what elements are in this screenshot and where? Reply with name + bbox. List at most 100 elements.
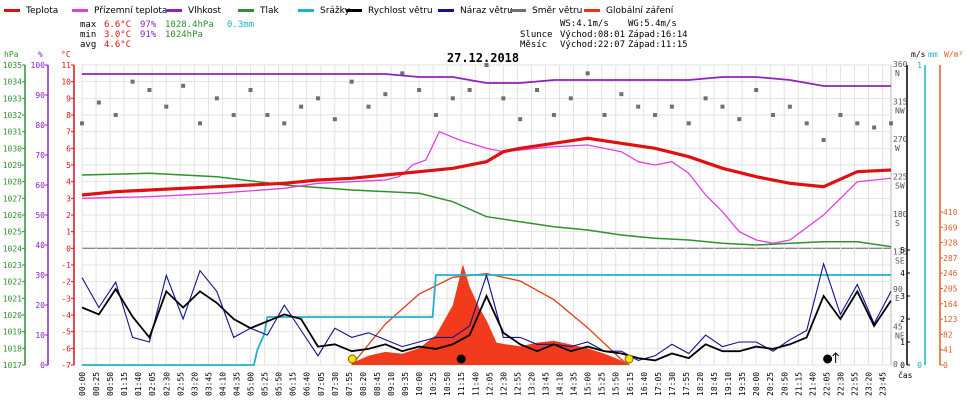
legend-label: Globální záření xyxy=(606,6,674,16)
x-tick-label: 04:35 xyxy=(232,372,241,396)
tick-label-wm2: 328 xyxy=(943,239,958,248)
unit-mm: mm xyxy=(928,50,938,59)
wind-direction-point xyxy=(686,121,691,126)
x-tick-label: 12:30 xyxy=(499,372,508,396)
tick-label-wm2: 82 xyxy=(943,330,953,339)
tick-label-degc: 4 xyxy=(66,178,71,187)
wind-direction-point xyxy=(872,125,877,130)
tick-label-hpa: 1031 xyxy=(3,128,22,137)
tick-label-dir-name: W xyxy=(895,144,900,153)
tick-label-hpa: 1018 xyxy=(3,344,22,353)
tick-label-degc: -1 xyxy=(61,261,71,270)
tick-label-degc: 7 xyxy=(66,128,71,137)
tick-label-hpa: 1017 xyxy=(3,361,22,370)
legend-label: Přízemní teplota xyxy=(94,6,167,16)
x-tick-label: 00:00 xyxy=(78,372,87,396)
x-tick-label: 11:40 xyxy=(471,372,480,396)
tick-label-pct: 90 xyxy=(35,91,45,100)
sun-marker-icon xyxy=(624,354,634,364)
x-tick-label: 12:55 xyxy=(513,372,522,396)
wind-direction-point xyxy=(214,96,219,101)
wind-direction-point xyxy=(113,113,118,117)
moon-set: Západ:11:15 xyxy=(628,40,688,50)
tick-label-pct: 80 xyxy=(35,121,45,130)
tick-label-dir: 0 xyxy=(893,360,898,369)
x-tick-label: 03:45 xyxy=(204,372,213,396)
wind-direction-point xyxy=(821,138,826,142)
x-tick-label: 20:50 xyxy=(780,372,789,396)
tick-label-dir: 315 xyxy=(893,98,908,107)
legend-label: Tlak xyxy=(259,6,280,16)
precipitation-line xyxy=(82,274,891,366)
tick-label-dir: 45 xyxy=(893,323,903,332)
unit-wm2: W/m² xyxy=(944,50,963,59)
wind-direction-point xyxy=(248,88,253,92)
tick-label-dir: 135 xyxy=(893,248,908,257)
tick-label-degc: -3 xyxy=(61,294,71,303)
wind-direction-point xyxy=(585,71,590,76)
x-tick-label: 15:25 xyxy=(598,372,607,396)
x-tick-label: 18:45 xyxy=(710,372,719,396)
x-tick-label: 21:15 xyxy=(794,372,803,396)
stat-min-press: 1024hPa xyxy=(165,30,203,40)
tick-label-ms: 0 xyxy=(900,361,905,370)
stat-min-temp: 3.0°C xyxy=(104,30,131,40)
x-tick-label: 22:30 xyxy=(836,372,845,396)
stats-block: max 6.6°C 97% 1028.4hPa 0.3mm min 3.0°C … xyxy=(80,19,688,50)
axes: 1035103410331032103110301029102810271026… xyxy=(3,60,958,370)
axis-units: hPa % °C m/s mm W/m² čas xyxy=(4,50,963,380)
unit-pct: % xyxy=(38,50,43,59)
tick-label-wm2: 164 xyxy=(943,300,958,309)
legend: Teplota Přízemní teplota Vlhkost Tlak Srážky… xyxy=(4,6,674,16)
x-tick-label: 10:25 xyxy=(429,372,438,396)
moonrise-arrow-icon xyxy=(832,352,839,363)
wind-direction-point xyxy=(417,88,422,92)
wind-direction-point xyxy=(147,88,152,92)
wind-gust-info: WG:5.4m/s xyxy=(628,19,677,29)
wind-direction-point xyxy=(332,117,337,122)
tick-label-pct: 60 xyxy=(35,181,45,190)
wind-direction-point xyxy=(96,100,101,105)
wind-direction-point xyxy=(754,88,759,92)
tick-label-pct: 70 xyxy=(35,151,45,160)
wind-direction-point xyxy=(568,96,573,101)
sun-rise: Východ:08:01 xyxy=(560,30,625,40)
temperature-line xyxy=(81,136,892,197)
legend-label: Teplota xyxy=(25,6,58,16)
wind-direction-point xyxy=(602,113,607,117)
legend-swatch xyxy=(298,9,314,12)
tick-label-hpa: 1026 xyxy=(3,211,22,220)
tick-label-wm2: 41 xyxy=(943,346,953,355)
tick-label-mm: 1 xyxy=(917,61,922,70)
wind-direction-point xyxy=(433,113,438,117)
tick-label-degc: -5 xyxy=(61,328,71,337)
humidity-line xyxy=(82,73,891,87)
wind-direction-point xyxy=(889,121,893,126)
tick-label-dir: 270 xyxy=(893,135,908,144)
radiation-area xyxy=(351,264,629,365)
legend-label: Směr větru xyxy=(532,6,582,16)
tick-label-wm2: 205 xyxy=(943,285,958,294)
x-tick-label: 09:10 xyxy=(387,372,396,396)
stat-max-hum: 97% xyxy=(140,20,157,30)
x-tick-label: 14:10 xyxy=(556,372,565,396)
x-tick-label: 01:40 xyxy=(134,372,143,396)
x-tick-label: 19:10 xyxy=(724,372,733,396)
stat-min-label: min xyxy=(80,30,96,40)
moonrise-marker-icon xyxy=(823,354,833,364)
tick-label-dir-name: E xyxy=(895,294,900,303)
sun-marker-icon xyxy=(347,354,357,364)
tick-label-hpa: 1023 xyxy=(3,261,22,270)
x-tick-label: 10:00 xyxy=(415,372,424,396)
tick-label-hpa: 1025 xyxy=(3,228,22,237)
x-tick-label: 17:05 xyxy=(654,372,663,396)
moon-label: Měsíc xyxy=(520,40,547,50)
stat-max-temp: 6.6°C xyxy=(104,20,131,30)
tick-label-dir-name: SW xyxy=(895,182,905,191)
x-tick-label: 14:35 xyxy=(570,372,579,396)
x-tick-label: 07:55 xyxy=(345,372,354,396)
x-tick-label: 10:50 xyxy=(443,372,452,396)
stat-avg-temp: 4.6°C xyxy=(104,40,131,50)
tick-label-wm2: 369 xyxy=(943,223,958,232)
legend-swatch xyxy=(438,9,454,12)
